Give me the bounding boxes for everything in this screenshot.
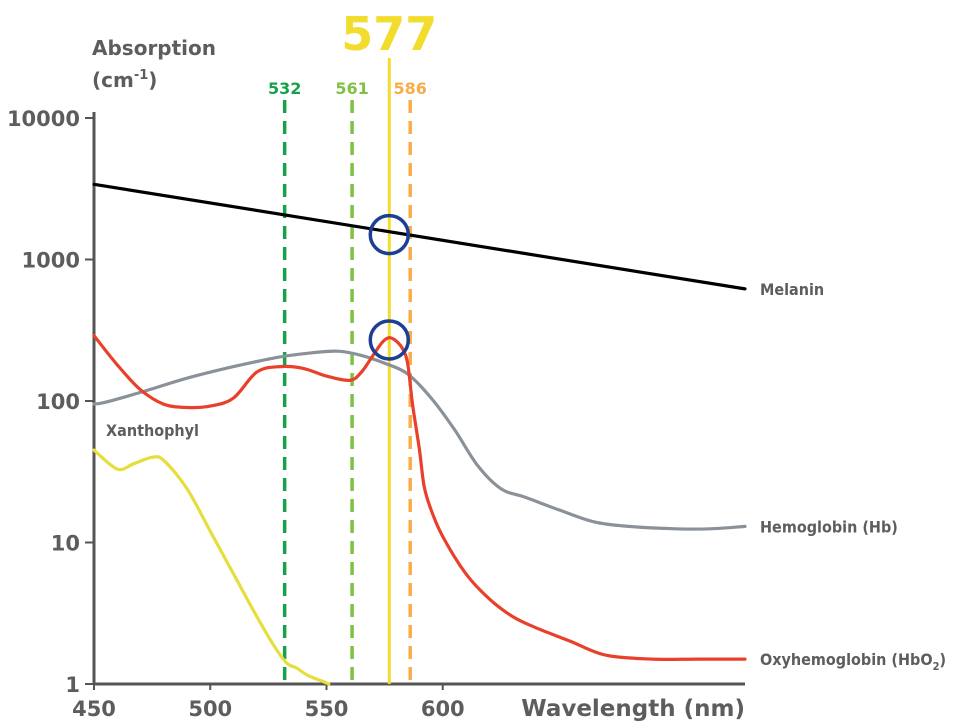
laser-label-561: 561: [335, 79, 368, 98]
highlight-circle-2: [368, 319, 411, 361]
highlight-circle-1: [368, 213, 411, 256]
y-axis-unit-open: (cm: [92, 68, 134, 92]
series-line-oxyhemoglobin-hbo: [92, 333, 747, 661]
y-axis-title: Absorption: [92, 36, 216, 60]
laser-label-586: 586: [393, 79, 426, 98]
y-tick-label: 10: [51, 532, 80, 556]
y-axis-unit-close: ): [148, 68, 157, 92]
x-tick-label: 600: [421, 697, 465, 721]
series-label-xanthophyl: Xanthophyl: [106, 421, 199, 440]
y-tick-label: 1000: [22, 249, 80, 273]
y-axis-unit: (cm-1): [92, 68, 157, 92]
y-tick-label: 10000: [7, 107, 80, 131]
y-tick-label: 100: [36, 390, 80, 414]
laser-label-532: 532: [268, 79, 301, 98]
series-line-hemoglobin-hb: [92, 349, 747, 531]
x-tick-label: 450: [72, 697, 116, 721]
x-tick-label: 550: [305, 697, 349, 721]
x-tick-label: 500: [188, 697, 232, 721]
y-tick-label: 1: [65, 673, 80, 697]
laser-label-577: 577: [341, 7, 437, 61]
series-line-melanin: [92, 182, 747, 291]
series-line-xanthophyl: [92, 448, 331, 686]
series-label-hemoglobin-hb: Hemoglobin (Hb): [760, 517, 898, 536]
x-axis-title: Wavelength (nm): [521, 696, 745, 722]
series-label-oxyhemoglobin-hbo: Oxyhemoglobin (HbO2): [760, 650, 946, 673]
y-axis-unit-sup: -1: [134, 68, 148, 83]
series-label-melanin: Melanin: [760, 280, 824, 299]
